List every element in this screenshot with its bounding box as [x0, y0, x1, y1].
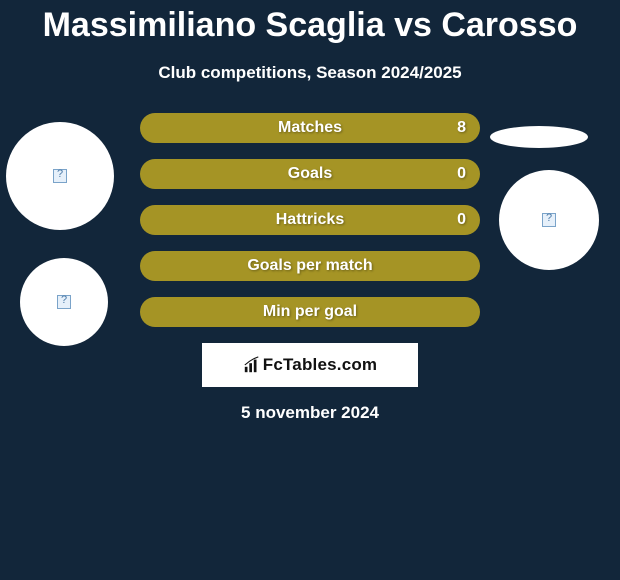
stat-label: Hattricks [276, 211, 344, 229]
stat-label: Matches [278, 119, 342, 137]
stat-row: Hattricks 0 [140, 205, 480, 235]
brand-box: FcTables.com [202, 343, 418, 387]
stat-label: Goals [288, 165, 332, 183]
stat-rows: Matches 8 Goals 0 Hattricks 0 Goals per match M… [140, 113, 480, 327]
stat-row: Goals per match [140, 251, 480, 281]
stat-label: Goals per match [247, 257, 372, 275]
decor-circle-3 [499, 170, 599, 270]
brand-text: FcTables.com [263, 355, 378, 375]
image-placeholder-icon [53, 169, 67, 183]
image-placeholder-icon [542, 213, 556, 227]
content-area: Matches 8 Goals 0 Hattricks 0 Goals per match M… [0, 113, 620, 423]
stat-row: Goals 0 [140, 159, 480, 189]
date: 5 november 2024 [0, 403, 620, 423]
page-title: Massimiliano Scaglia vs Carosso [0, 0, 620, 45]
stat-label: Min per goal [263, 303, 357, 321]
decor-ellipse [490, 126, 588, 148]
stat-row: Min per goal [140, 297, 480, 327]
stat-value-right: 0 [457, 211, 466, 229]
stat-row: Matches 8 [140, 113, 480, 143]
chart-icon [243, 356, 261, 374]
decor-circle-2 [20, 258, 108, 346]
image-placeholder-icon [57, 295, 71, 309]
stat-value-right: 8 [457, 119, 466, 137]
subtitle: Club competitions, Season 2024/2025 [0, 63, 620, 83]
stat-value-right: 0 [457, 165, 466, 183]
decor-circle-1 [6, 122, 114, 230]
